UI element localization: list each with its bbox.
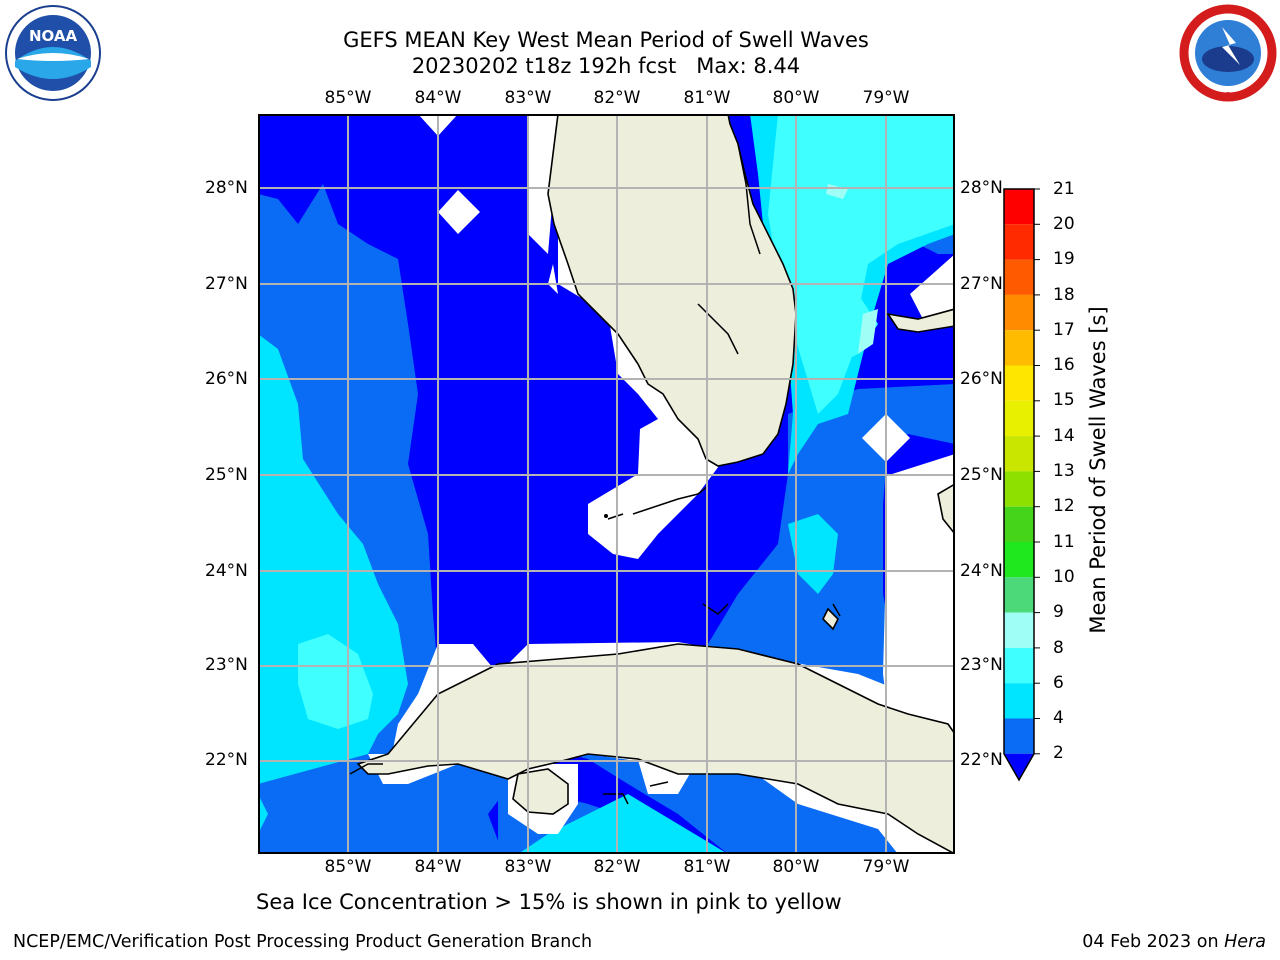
chart-title: GEFS MEAN Key West Mean Period of Swell … bbox=[343, 28, 869, 52]
colorbar-bin-4-6 bbox=[1004, 683, 1034, 719]
colorbar-tick-label: 19 bbox=[1053, 249, 1075, 269]
lon-label-top: 81°W bbox=[683, 88, 731, 108]
lon-label-top: 84°W bbox=[414, 88, 462, 108]
colorbar-tick-label: 14 bbox=[1053, 426, 1075, 446]
colorbar-bin-13-14 bbox=[1004, 436, 1034, 472]
colorbar-tick-label: 15 bbox=[1053, 390, 1075, 410]
lat-label-left: 24°N bbox=[205, 561, 248, 581]
lon-label-bottom: 85°W bbox=[324, 857, 372, 877]
colorbar-bin-12-13 bbox=[1004, 471, 1034, 507]
grand-bahama bbox=[886, 308, 955, 333]
lat-label-right: 23°N bbox=[960, 655, 1003, 675]
colorbar-bin-18-19 bbox=[1004, 259, 1034, 295]
colorbar-tick-label: 17 bbox=[1053, 320, 1075, 340]
colorbar-bin-2-4 bbox=[1004, 718, 1034, 754]
colorbar-tick-label: 11 bbox=[1053, 532, 1075, 552]
lon-label-bottom: 82°W bbox=[593, 857, 641, 877]
lat-label-left: 23°N bbox=[205, 655, 248, 675]
lon-label-bottom: 79°W bbox=[862, 857, 910, 877]
lat-label-left: 22°N bbox=[205, 750, 248, 770]
lon-label-bottom: 83°W bbox=[504, 857, 552, 877]
lat-label-right: 22°N bbox=[960, 750, 1003, 770]
colorbar-tick-label: 20 bbox=[1053, 214, 1075, 234]
lon-label-top: 80°W bbox=[772, 88, 820, 108]
gridlines bbox=[258, 114, 955, 854]
lat-label-left: 27°N bbox=[205, 274, 248, 294]
bahamas-andros bbox=[822, 607, 839, 631]
lon-label-top: 85°W bbox=[324, 88, 372, 108]
colorbar-bin-15-16 bbox=[1004, 365, 1034, 401]
lat-label-right: 28°N bbox=[960, 178, 1003, 198]
national-weather-service-logo-icon bbox=[1179, 4, 1277, 102]
colorbar-tick-label: 4 bbox=[1053, 708, 1064, 728]
footer-date-text: 04 Feb 2023 on bbox=[1082, 932, 1219, 952]
noaa-logo-icon: NOAA bbox=[5, 5, 101, 101]
colorbar-tick-label: 8 bbox=[1053, 638, 1064, 658]
colorbar-title: Mean Period of Swell Waves [s] bbox=[1086, 306, 1110, 634]
lon-label-top: 83°W bbox=[504, 88, 552, 108]
colorbar-bin-8-9 bbox=[1004, 612, 1034, 648]
lat-label-left: 25°N bbox=[205, 465, 248, 485]
colorbar-tick-label: 16 bbox=[1053, 355, 1075, 375]
colorbar-tick-label: 12 bbox=[1053, 496, 1075, 516]
eastern-land bbox=[937, 483, 955, 536]
lat-label-right: 27°N bbox=[960, 274, 1003, 294]
sea-ice-note: Sea Ice Concentration > 15% is shown in … bbox=[256, 890, 842, 914]
lon-label-bottom: 84°W bbox=[414, 857, 462, 877]
colorbar-bin-6-8 bbox=[1004, 647, 1034, 684]
noaa-logo-text: NOAA bbox=[29, 27, 78, 45]
lat-label-left: 28°N bbox=[205, 178, 248, 198]
colorbar-tick-label: 13 bbox=[1053, 461, 1075, 481]
colorbar-tick-label: 2 bbox=[1053, 743, 1064, 763]
colorbar-tick-label: 9 bbox=[1053, 602, 1064, 622]
keys-islands bbox=[349, 143, 841, 805]
lat-label-right: 26°N bbox=[960, 369, 1003, 389]
lon-label-top: 82°W bbox=[593, 88, 641, 108]
colorbar-bin-16-17 bbox=[1004, 330, 1034, 366]
lat-label-right: 24°N bbox=[960, 561, 1003, 581]
colorbar-under-triangle bbox=[1004, 753, 1034, 780]
colorbar-tick-label: 21 bbox=[1053, 179, 1075, 199]
map-plot bbox=[258, 114, 955, 854]
isle-of-youth bbox=[512, 768, 569, 815]
colorbar-bin-10-11 bbox=[1004, 542, 1034, 578]
lon-label-bottom: 80°W bbox=[772, 857, 820, 877]
colorbar-bin-14-15 bbox=[1004, 400, 1034, 437]
colorbar bbox=[1003, 188, 1040, 782]
colorbar-bin-19-20 bbox=[1004, 224, 1034, 260]
colorbar-tick-label: 6 bbox=[1053, 673, 1064, 693]
lat-label-right: 25°N bbox=[960, 465, 1003, 485]
footer-date: 04 Feb 2023 on Hera bbox=[1082, 932, 1266, 952]
colorbar-bin-9-10 bbox=[1004, 577, 1034, 613]
colorbar-tick-label: 10 bbox=[1053, 567, 1075, 587]
colorbar-bin-11-12 bbox=[1004, 506, 1034, 542]
colorbar-bin-20-21 bbox=[1004, 189, 1034, 225]
footer-credit: NCEP/EMC/Verification Post Processing Pr… bbox=[13, 932, 593, 952]
footer-host: Hera bbox=[1224, 932, 1266, 952]
map-frame bbox=[258, 114, 955, 854]
colorbar-tick-label: 18 bbox=[1053, 285, 1075, 305]
chart-subtitle: 20230202 t18z 192h fcst Max: 8.44 bbox=[411, 54, 801, 78]
lon-label-bottom: 81°W bbox=[683, 857, 731, 877]
lon-label-top: 79°W bbox=[862, 88, 910, 108]
lat-label-left: 26°N bbox=[205, 369, 248, 389]
colorbar-bin-17-18 bbox=[1004, 294, 1034, 331]
